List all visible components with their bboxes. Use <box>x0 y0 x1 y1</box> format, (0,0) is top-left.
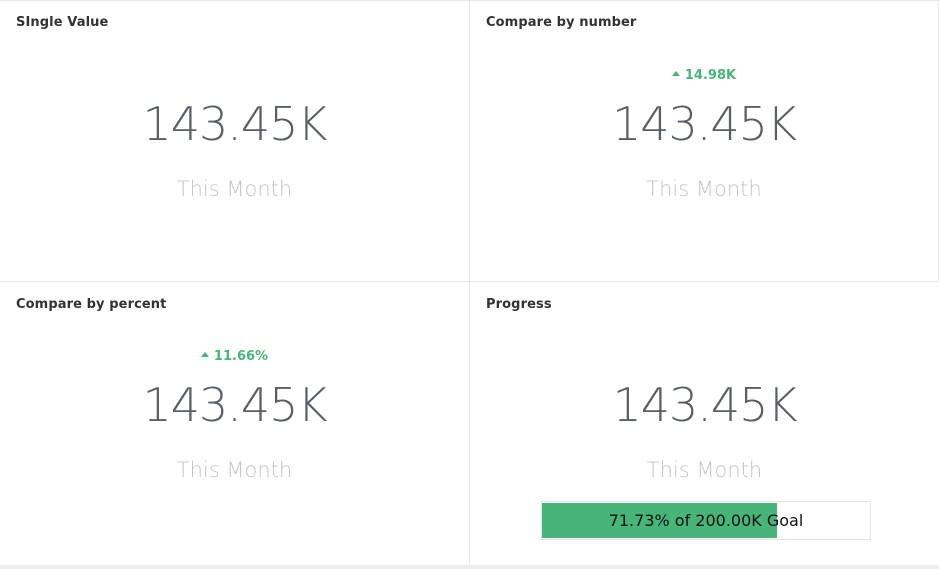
triangle-up-icon <box>200 352 209 357</box>
delta-value: 11.66% <box>213 349 269 364</box>
delta-indicator: 11.66% <box>0 349 469 364</box>
goal-progress-bar: 71.73% of 200.00K Goal <box>541 501 871 540</box>
delta-value: 14.98K <box>684 68 737 83</box>
metric-period: This Month <box>176 458 293 482</box>
panel-single-value: SIngle Value 143.45K This Month <box>0 0 470 282</box>
panel-title: Compare by percent <box>16 297 167 312</box>
metric-value: 143.45K <box>142 378 327 432</box>
panel-progress: Progress 143.45K This Month 71.73% of 20… <box>470 282 939 565</box>
metric-period: This Month <box>646 458 763 482</box>
metric-value: 143.45K <box>612 378 797 432</box>
panel-compare-by-percent: Compare by percent 11.66% 143.45K This M… <box>0 282 470 565</box>
triangle-up-icon <box>671 71 680 76</box>
metric-period: This Month <box>646 177 762 201</box>
metric-period: This Month <box>176 177 293 201</box>
panel-title: SIngle Value <box>16 15 109 30</box>
progress-label: 71.73% of 200.00K Goal <box>608 511 804 530</box>
metric-value: 143.45K <box>142 97 327 151</box>
panel-title: Compare by number <box>486 15 637 30</box>
panel-title: Progress <box>486 297 552 312</box>
panel-compare-by-number: Compare by number 14.98K 143.45K This Mo… <box>470 0 939 282</box>
delta-indicator: 14.98K <box>470 68 938 83</box>
metric-value: 143.45K <box>611 97 797 151</box>
progress-fill <box>542 503 778 538</box>
